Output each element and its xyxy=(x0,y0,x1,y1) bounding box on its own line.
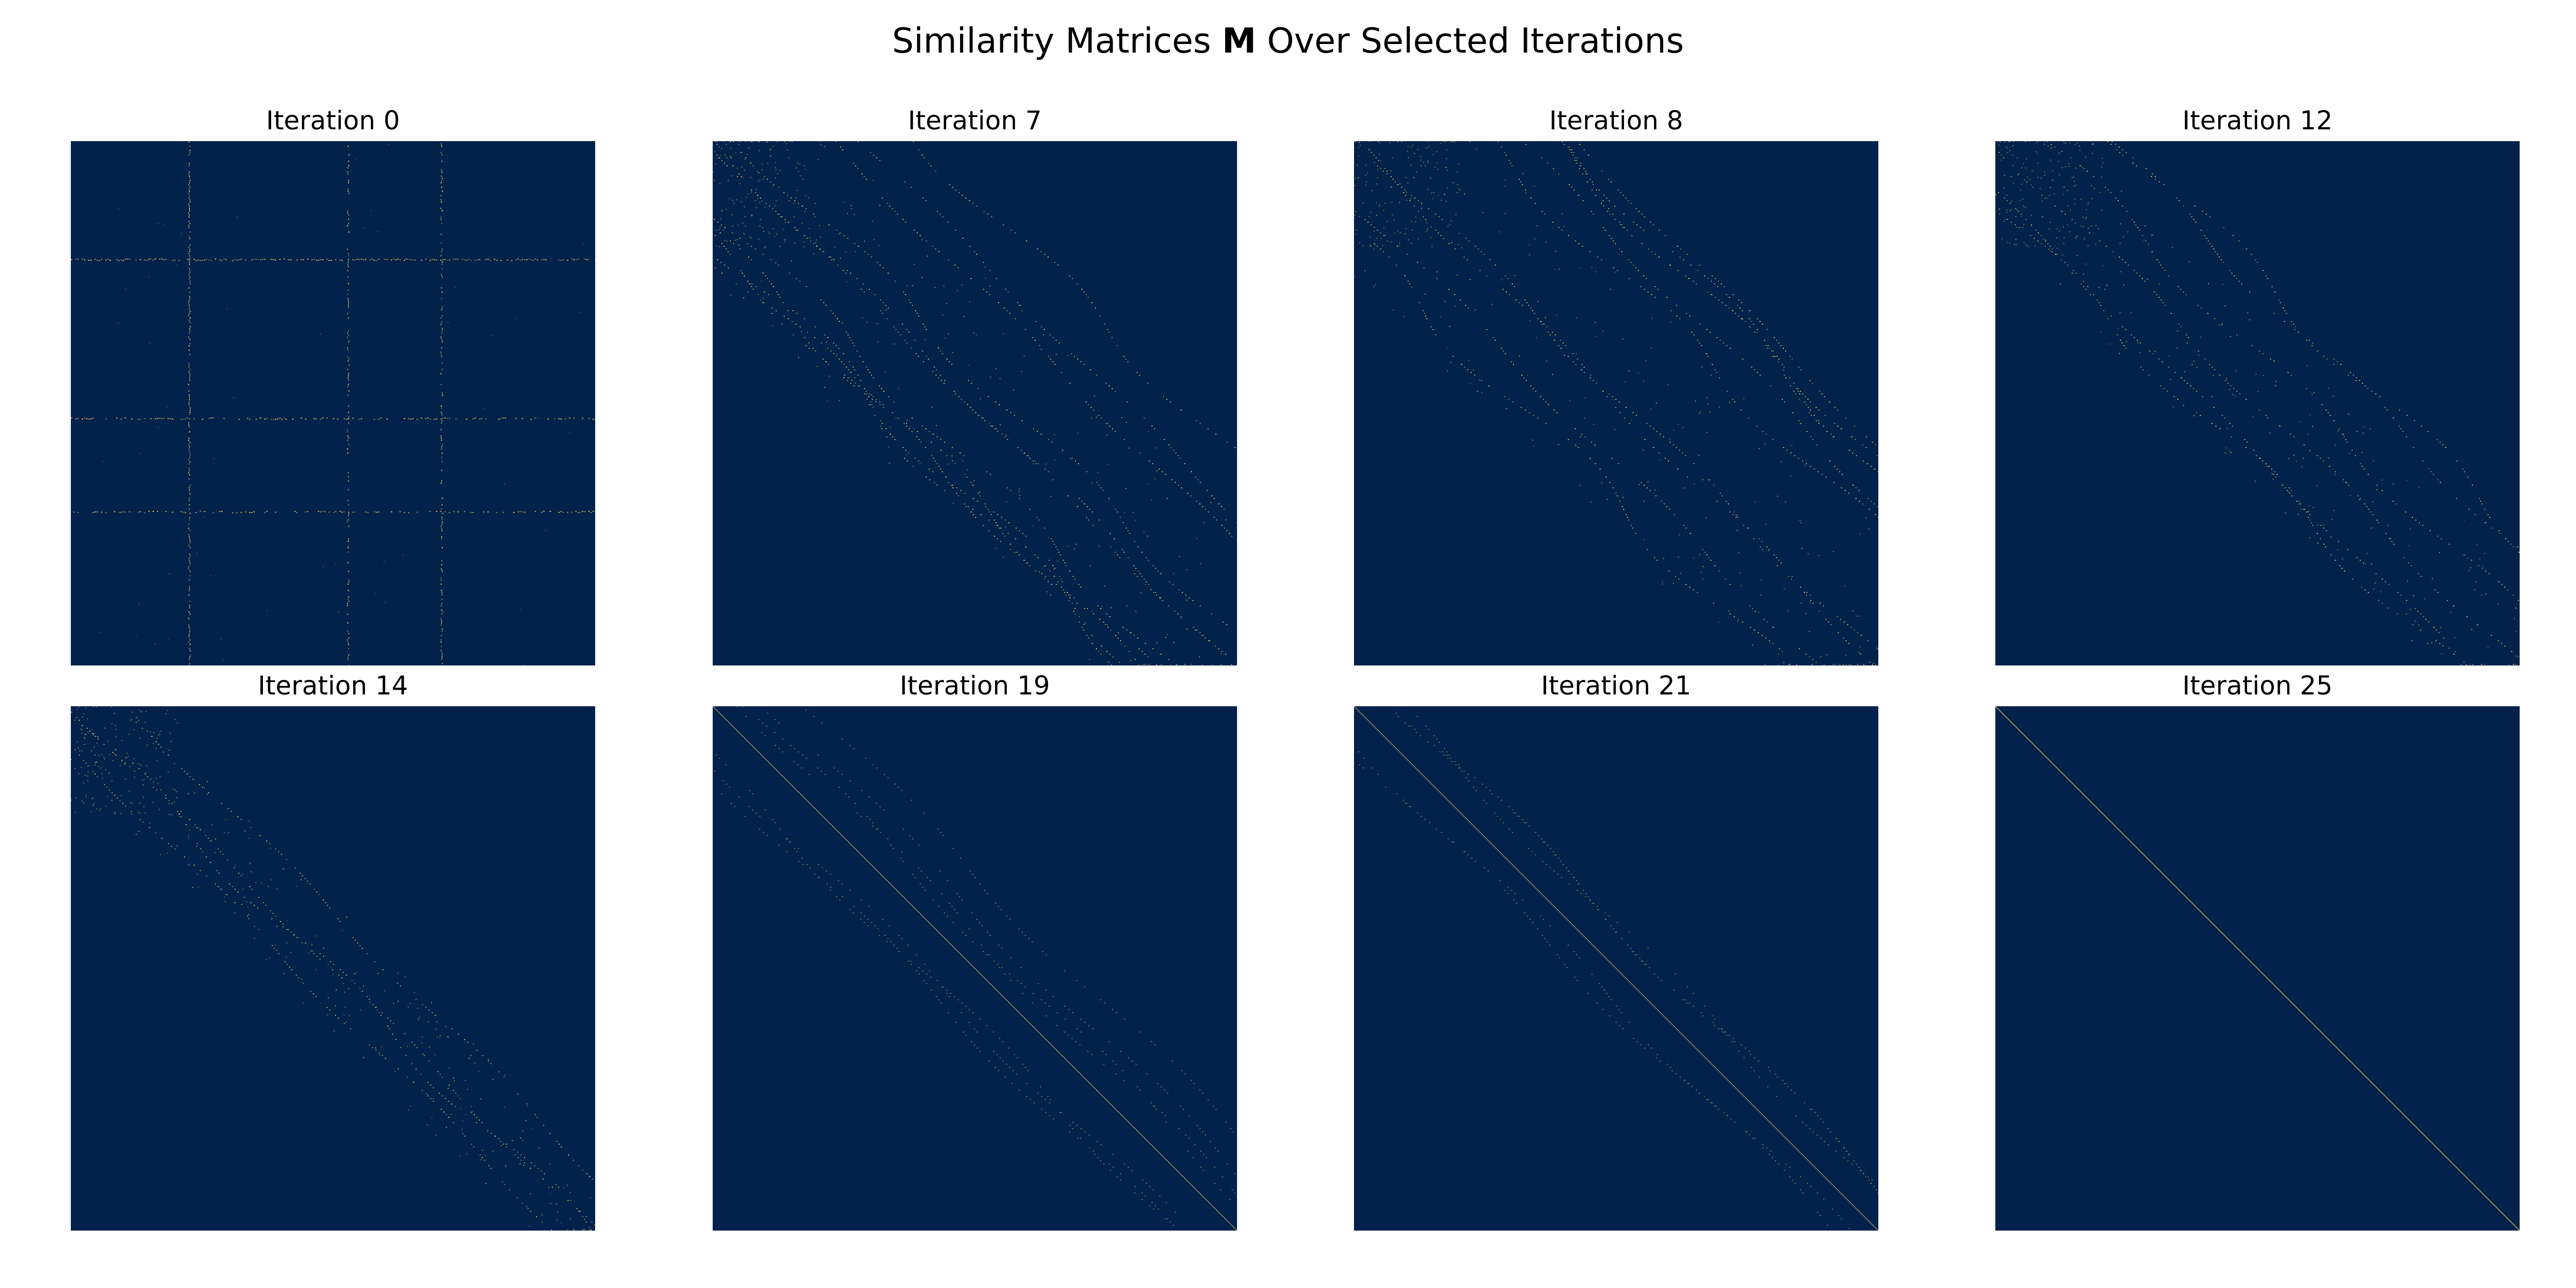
heatmap-panel: Iteration 7 xyxy=(713,102,1237,665)
figure-title-prefix: Similarity Matrices xyxy=(892,21,1222,61)
heatmap-panel: Iteration 12 xyxy=(1995,102,2520,665)
heatmap-title: Iteration 25 xyxy=(2182,671,2333,701)
heatmap-matrix xyxy=(1995,141,2520,665)
heatmap-background xyxy=(713,141,1237,665)
heatmap-panel: Iteration 25 xyxy=(1995,667,2520,1231)
heatmap-cells xyxy=(713,141,1237,665)
heatmap-cells xyxy=(1354,141,1878,665)
heatmap-panel: Iteration 19 xyxy=(713,667,1237,1231)
heatmap-background xyxy=(1995,141,2520,665)
heatmap-title: Iteration 14 xyxy=(258,671,408,701)
heatmap-background xyxy=(71,706,595,1231)
heatmap-cells xyxy=(713,706,1237,1231)
heatmap-matrix xyxy=(713,141,1237,665)
heatmap-matrix xyxy=(71,706,595,1231)
heatmap-matrix xyxy=(1354,706,1878,1231)
heatmap-panel: Iteration 14 xyxy=(71,667,595,1231)
heatmap-matrix xyxy=(1995,706,2520,1231)
heatmap-panel: Iteration 21 xyxy=(1354,667,1878,1231)
heatmap-matrix xyxy=(71,141,595,665)
heatmap-cells xyxy=(71,141,595,665)
heatmap-title: Iteration 12 xyxy=(2182,106,2333,136)
heatmap-matrix xyxy=(713,706,1237,1231)
heatmap-diagonal xyxy=(1995,706,2520,1231)
heatmap-panel: Iteration 8 xyxy=(1354,102,1878,665)
heatmap-cells xyxy=(71,706,595,1231)
heatmap-panel: Iteration 0 xyxy=(71,102,595,665)
heatmap-title: Iteration 7 xyxy=(908,106,1042,136)
heatmap-title: Iteration 8 xyxy=(1549,106,1684,136)
figure-title-symbol: M xyxy=(1221,21,1256,61)
heatmap-cells xyxy=(1995,706,2520,1231)
heatmap-title: Iteration 19 xyxy=(899,671,1050,701)
figure-title: Similarity Matrices M Over Selected Iter… xyxy=(0,17,2576,65)
heatmap-cells xyxy=(1995,141,2520,665)
heatmap-matrix xyxy=(1354,141,1878,665)
heatmap-title: Iteration 0 xyxy=(266,106,400,136)
figure-title-suffix: Over Selected Iterations xyxy=(1256,21,1684,61)
heatmap-background xyxy=(1354,141,1878,665)
heatmap-cells xyxy=(1354,706,1878,1231)
heatmap-background xyxy=(71,141,595,665)
heatmap-title: Iteration 21 xyxy=(1541,671,1692,701)
